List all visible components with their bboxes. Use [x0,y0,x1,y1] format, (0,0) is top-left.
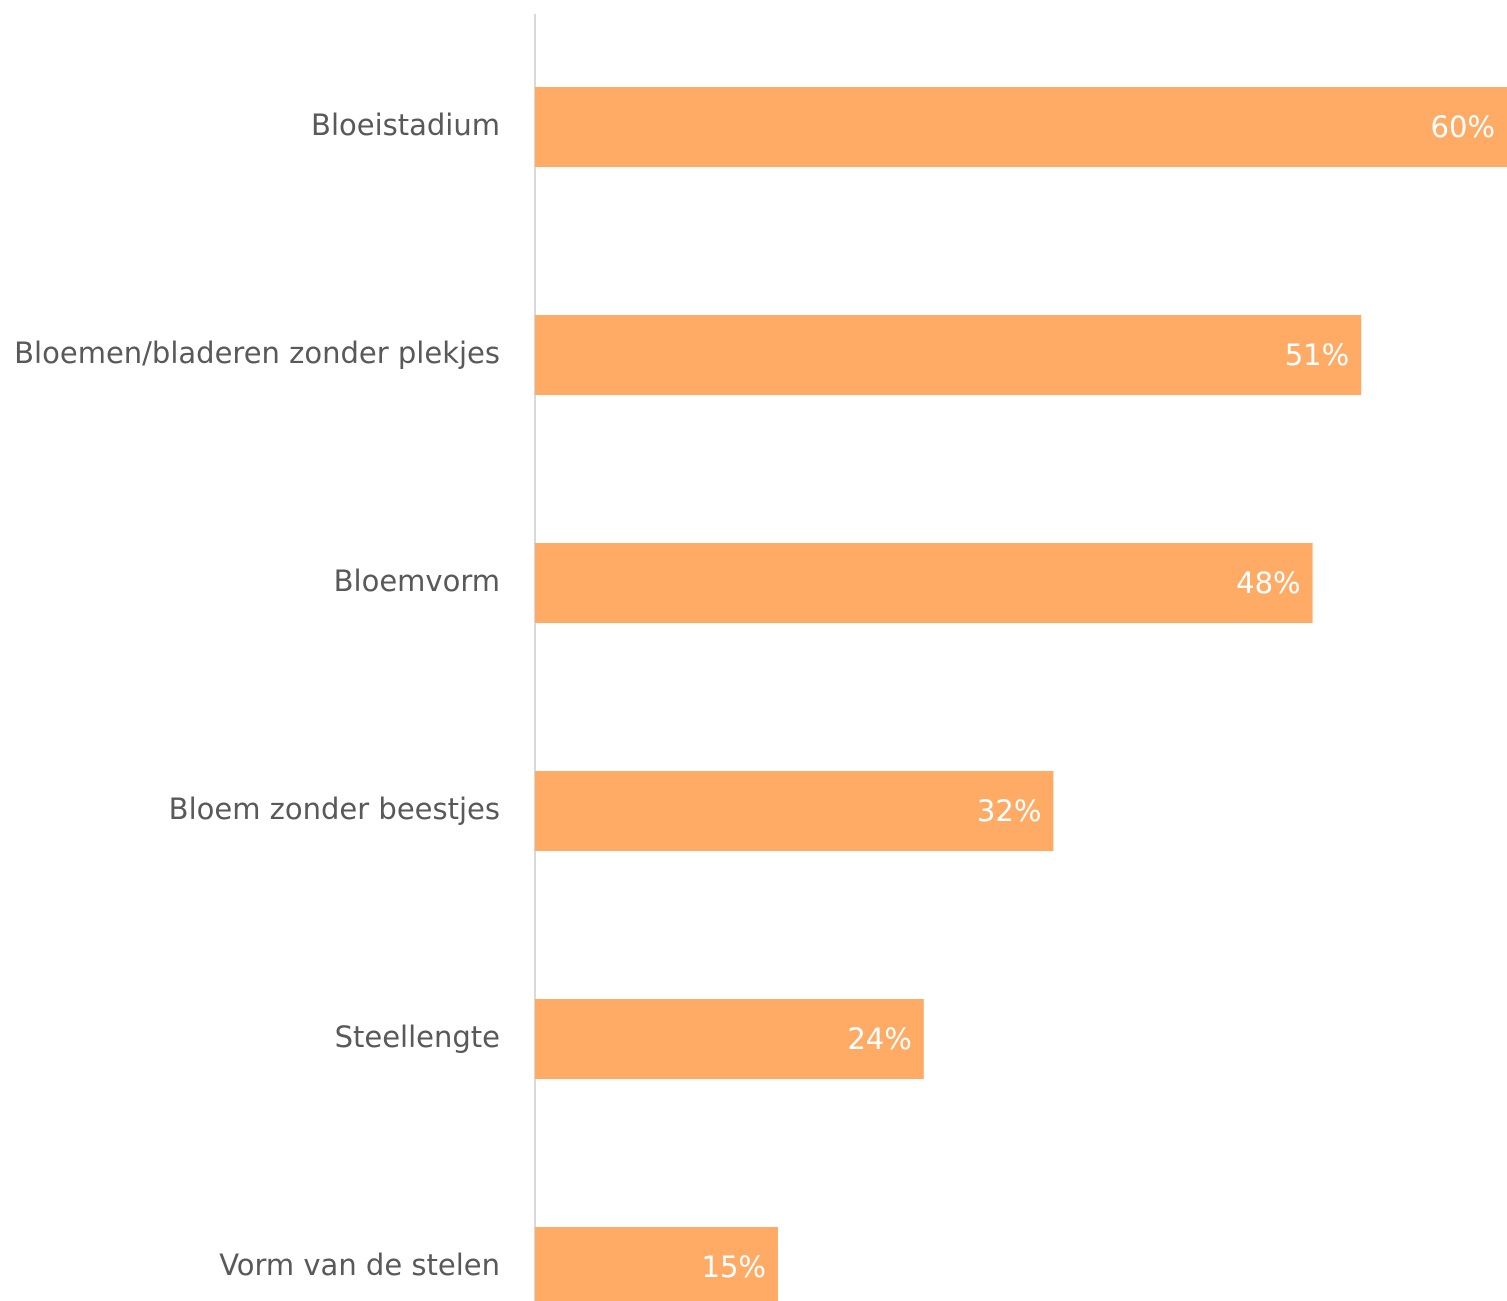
data-label: 32% [977,794,1041,828]
category-label: Steellengte [335,1020,500,1054]
category-label: Bloeistadium [311,108,500,142]
data-label: 51% [1285,338,1349,372]
category-label: Vorm van de stelen [219,1248,500,1282]
bars [535,87,1507,1301]
data-label: 60% [1431,110,1495,144]
category-label: Bloem zonder beestjes [169,792,500,826]
bar [535,771,1054,851]
category-label: Bloemen/bladeren zonder plekjes [14,336,500,370]
bar [535,543,1313,623]
category-label: Bloemvorm [334,564,500,598]
data-label: 24% [847,1022,911,1056]
data-label: 48% [1236,566,1300,600]
data-label: 15% [702,1250,766,1284]
bar [535,1227,778,1301]
bar [535,87,1507,167]
bar [535,999,924,1079]
labels: Bloeistadium 60% Bloemen/bladeren zonder p… [14,108,1495,1284]
bar [535,315,1362,395]
